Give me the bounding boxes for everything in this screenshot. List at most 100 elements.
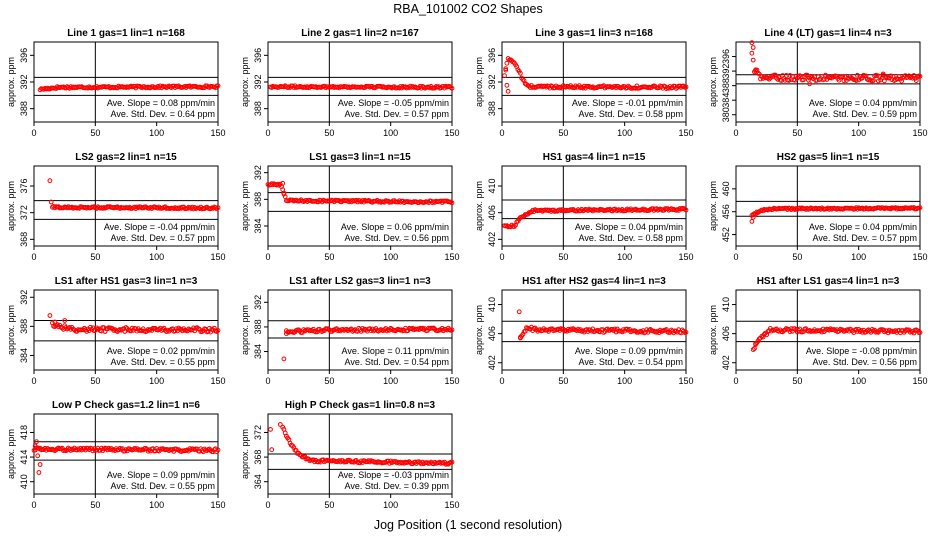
y-tick-label: 392	[721, 64, 731, 79]
y-axis-label: approx. ppm	[708, 181, 718, 231]
x-tick-label: 100	[383, 252, 398, 262]
figure-title: RBA_101002 CO2 Shapes	[393, 2, 543, 16]
std-annotation: Ave. Std. Dev. = 0.58 ppm	[579, 109, 683, 119]
data-point	[875, 78, 881, 84]
x-tick-label: 50	[324, 128, 334, 138]
data-point	[750, 347, 756, 353]
x-tick-label: 150	[444, 376, 459, 386]
y-tick-label: 410	[487, 178, 497, 193]
slope-annotation: Ave. Slope = 0.09 ppm/min	[107, 470, 215, 480]
x-tick-label: 150	[210, 376, 225, 386]
data-point	[520, 77, 526, 82]
y-tick-label: 402	[721, 355, 731, 370]
std-annotation: Ave. Std. Dev. = 0.57 ppm	[111, 233, 215, 243]
slope-annotation: Ave. Slope = 0.11 ppm/min	[342, 346, 449, 356]
data-point	[796, 74, 801, 80]
x-tick-label: 150	[444, 128, 459, 138]
data-point	[94, 325, 99, 331]
y-tick-label: 384	[721, 93, 731, 108]
x-tick-label: 100	[149, 500, 164, 510]
panel-10: LS1 after LS2 gas=3 lin=1 n=3 0 50 100 150 38…	[240, 276, 460, 386]
x-tick-label: 0	[733, 376, 738, 386]
data-point	[753, 68, 758, 74]
data-point	[214, 329, 220, 334]
data-point	[48, 199, 54, 205]
slope-annotation: Ave. Slope = 0.06 ppm/min	[341, 222, 449, 232]
scatter-series	[31, 439, 221, 475]
data-point	[769, 328, 774, 334]
data-point	[284, 331, 289, 337]
data-point	[171, 449, 177, 454]
x-tick-label: 150	[912, 376, 927, 386]
slope-annotation: Ave. Slope = 0.09 ppm/min	[575, 346, 683, 356]
y-tick-label: 396	[721, 49, 731, 64]
data-point	[389, 326, 395, 332]
scatter-series	[47, 313, 221, 335]
std-annotation: Ave. Std. Dev. = 0.59 ppm	[813, 109, 917, 119]
plot-frame	[735, 41, 921, 123]
y-tick-label: 460	[721, 181, 731, 196]
slope-annotation: Ave. Slope = 0.04 ppm/min	[809, 98, 917, 108]
data-point	[750, 215, 756, 220]
slope-annotation: Ave. Slope = 0.04 ppm/min	[809, 222, 917, 232]
panel-title: HS1 after LS1 gas=4 lin=1 n=3	[757, 276, 900, 287]
y-tick-label: 388	[253, 101, 263, 116]
data-point	[215, 205, 221, 211]
data-point	[750, 57, 756, 63]
panel-title: LS1 after HS1 gas=3 lin=1 n=3	[55, 276, 198, 287]
y-tick-label: 410	[721, 297, 731, 312]
data-point	[880, 71, 886, 77]
scatter-series	[281, 325, 455, 362]
data-point	[749, 50, 755, 56]
data-point	[32, 443, 38, 449]
data-point	[281, 191, 287, 197]
data-point	[431, 325, 437, 331]
data-point	[853, 78, 859, 83]
y-tick-label: 384	[253, 344, 263, 359]
panel-title: Line 3 gas=1 lin=3 n=168	[535, 28, 653, 39]
y-tick-label: 406	[721, 326, 731, 341]
std-annotation: Ave. Std. Dev. = 0.56 ppm	[345, 233, 449, 243]
plot-frame	[267, 165, 453, 247]
y-tick-label: 396	[487, 48, 497, 63]
y-axis-label: approx. ppm	[474, 305, 484, 355]
x-tick-label: 150	[912, 128, 927, 138]
x-tick-label: 0	[31, 376, 36, 386]
x-tick-label: 150	[444, 500, 459, 510]
std-annotation: Ave. Std. Dev. = 0.57 ppm	[345, 109, 449, 119]
std-annotation: Ave. Std. Dev. = 0.56 ppm	[813, 357, 917, 367]
data-point	[917, 73, 923, 79]
y-tick-label: 388	[487, 101, 497, 116]
data-point	[160, 326, 166, 332]
y-axis-label: approx. ppm	[474, 57, 484, 107]
x-tick-label: 0	[31, 128, 36, 138]
x-tick-label: 0	[31, 252, 36, 262]
y-tick-label: 392	[253, 295, 263, 310]
data-point	[752, 346, 757, 351]
y-tick-label: 392	[487, 74, 497, 89]
y-axis-label: approx. ppm	[708, 305, 718, 355]
data-point	[128, 328, 134, 334]
y-tick-label: 388	[19, 101, 29, 116]
scatter-series	[749, 205, 923, 224]
slope-annotation: Ave. Slope = 0.08 ppm/min	[107, 98, 215, 108]
data-point	[503, 66, 509, 72]
data-point	[325, 326, 331, 332]
data-point	[656, 330, 662, 336]
panel-title: Line 4 (LT) gas=1 lin=4 n=3	[764, 28, 892, 39]
data-point	[502, 73, 507, 79]
x-tick-label: 50	[558, 376, 568, 386]
panel-6: LS1 gas=3 lin=1 n=15 0 50 100 150 384 388 392ap…	[240, 152, 460, 262]
data-point	[154, 85, 160, 90]
x-tick-label: 50	[90, 252, 100, 262]
data-point	[893, 77, 898, 83]
x-tick-label: 100	[383, 500, 398, 510]
data-point	[871, 78, 876, 83]
y-axis-label: approx. ppm	[6, 181, 16, 231]
x-tick-label: 150	[678, 376, 693, 386]
x-tick-label: 50	[792, 376, 802, 386]
data-point	[280, 180, 286, 186]
panel-11: HS1 after HS2 gas=4 lin=1 n=3 0 50 100 150 40…	[474, 276, 694, 386]
data-point	[749, 40, 755, 46]
